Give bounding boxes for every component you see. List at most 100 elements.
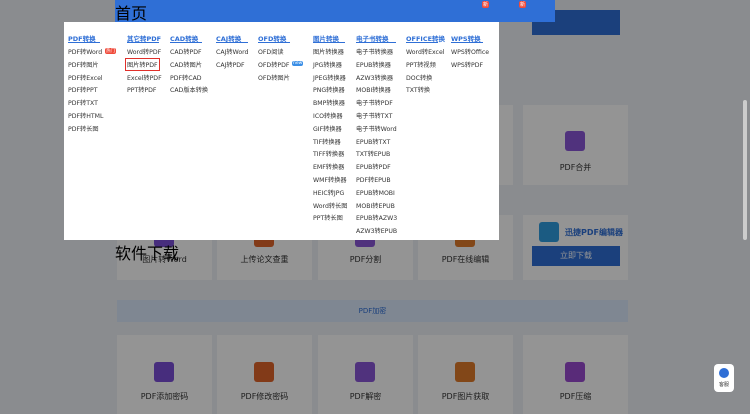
menu-item[interactable]: MOBI转换器 [356, 87, 391, 95]
menu-item[interactable]: EMF转换器 [313, 164, 345, 172]
menu-item[interactable]: TXT转EPUB [356, 151, 391, 159]
menu-item[interactable]: PDF转TXT [68, 100, 98, 108]
menu-item[interactable]: TIF转换器 [313, 138, 341, 146]
menu-underline [170, 42, 202, 43]
card[interactable]: PDF压缩 [523, 335, 628, 414]
menu-item[interactable]: PDF转长图 [68, 125, 99, 133]
menu-item[interactable]: 图片转换器 [313, 49, 344, 56]
card-label: 上传论文查重 [240, 255, 289, 264]
menu-item[interactable]: EPUB转PDF [356, 164, 391, 172]
menu-item[interactable]: WMF转换器 [313, 177, 347, 184]
menu-item[interactable]: PNG转换器 [313, 87, 345, 95]
card-label: PDF分割 [349, 255, 382, 264]
menu-item[interactable]: CAJ转PDF [216, 61, 245, 69]
menu-item[interactable]: PDF转Excel [68, 74, 103, 82]
menu-column-title: OFD转换 [258, 35, 287, 43]
card[interactable]: PDF修改密码 [217, 335, 312, 414]
card-label: PDF合并 [559, 163, 592, 172]
menu-item[interactable]: 图片转PDF [125, 57, 160, 71]
menu-item[interactable]: TXT转换 [406, 87, 431, 95]
menu-item[interactable]: PDF转PPT [68, 87, 98, 95]
menu-item[interactable]: EPUB转换器 [356, 61, 391, 69]
menu-item[interactable]: GIF转换器 [313, 125, 342, 133]
scrollbar[interactable] [743, 100, 747, 240]
hot-badge: 热门 [105, 48, 116, 54]
menu-item[interactable]: JPEG转换器 [313, 74, 346, 82]
menu-item[interactable]: AZW3转EPUB [356, 228, 398, 236]
menu-item[interactable]: ICO转换器 [313, 113, 343, 120]
download-button[interactable]: 立即下载 [532, 246, 620, 266]
icon [355, 362, 375, 382]
menu-item[interactable]: HEIC转JPG [313, 189, 345, 197]
menu-item[interactable]: PPT转长图 [313, 215, 343, 223]
menu-column-title: 电子书转换 [356, 35, 389, 43]
menu-underline [451, 42, 483, 43]
menu-item[interactable]: PPT转视频 [406, 61, 436, 69]
menu-item[interactable]: EPUB转AZW3 [356, 215, 398, 223]
service-label: 客服 [718, 382, 729, 388]
icon [539, 222, 559, 242]
menu-item[interactable]: OFD转PDF [258, 61, 290, 69]
menu-item[interactable]: CAJ转Word [216, 49, 249, 56]
menu-item[interactable]: PDF转HTML [68, 113, 104, 120]
card-label: PDF修改密码 [240, 392, 289, 401]
menu-item[interactable]: PDF转图片 [68, 61, 99, 69]
icon [565, 362, 585, 382]
menu-item[interactable]: BMP转换器 [313, 100, 345, 108]
nav-badge: 新 [519, 1, 527, 8]
menu-item[interactable]: EPUB转MOBI [356, 189, 395, 197]
menu-item[interactable]: MOBI转EPUB [356, 202, 395, 210]
menu-item[interactable]: CAD版本转换 [170, 87, 209, 95]
menu-column-title: WPS转换 [451, 35, 481, 43]
menu-item[interactable]: AZW3转换器 [356, 74, 394, 82]
menu-item[interactable]: PDF转EPUB [356, 177, 391, 184]
menu-underline [406, 42, 438, 43]
card-label: 图片转Word [142, 255, 187, 264]
menu-item[interactable]: Word转长图 [313, 202, 348, 210]
menu-item[interactable]: 电子书转PDF [356, 100, 393, 108]
card[interactable]: PDF添加密码 [117, 335, 212, 414]
menu-underline [258, 42, 290, 43]
card[interactable]: PDF解密 [318, 335, 413, 414]
menu-item[interactable]: Word转PDF [127, 49, 162, 56]
menu-item[interactable]: PDF转Word [68, 49, 103, 56]
menu-item[interactable]: EPUB转TXT [356, 138, 391, 146]
menu-item[interactable]: WPS转Office [451, 49, 490, 56]
service-widget[interactable]: 客服 [714, 364, 734, 392]
menu-item[interactable]: CAD转PDF [170, 49, 202, 56]
menu-item[interactable]: 电子书转Word [356, 125, 397, 133]
menu-item[interactable]: CAD转图片 [170, 61, 202, 69]
menu-item[interactable]: DOC转换 [406, 74, 433, 82]
card[interactable]: PDF图片获取 [418, 335, 513, 414]
editor-card: 迅捷PDF编辑器 立即下载 [523, 215, 628, 280]
menu-column-title: CAD转换 [170, 35, 199, 43]
menu-item[interactable]: PDF转CAD [170, 74, 202, 82]
nav-item[interactable]: 软件下载 [115, 244, 180, 263]
new-badge: new [292, 61, 304, 66]
icon [154, 362, 174, 382]
nav-item[interactable]: 首页 [115, 4, 148, 23]
menu-item[interactable]: PPT转PDF [127, 87, 157, 95]
menu-underline [313, 42, 345, 43]
menu-underline [127, 42, 159, 43]
menu-item[interactable]: JPG转换器 [313, 61, 342, 69]
menu-underline [356, 42, 396, 43]
menu-item[interactable]: 电子书转换器 [356, 49, 394, 56]
menu-item[interactable]: OFD转图片 [258, 74, 290, 82]
card-label: PDF在线编辑 [441, 255, 490, 264]
card-label: PDF添加密码 [140, 392, 189, 401]
nav-bar: 首页文档转换 ▲文档处理 ▼文档在线翻译 ▼语音识别 ▼图片文字识别 ▼音视频转… [115, 0, 555, 263]
card: PDF合并 [523, 105, 628, 185]
nav-badge: 新 [482, 1, 490, 8]
card-label: PDF解密 [349, 392, 382, 401]
menu-column-title: CAJ转换 [216, 35, 242, 43]
icon [254, 362, 274, 382]
menu-item[interactable]: TIFF转换器 [313, 151, 345, 159]
menu-underline [216, 42, 248, 43]
menu-item[interactable]: 电子书转TXT [356, 113, 393, 120]
menu-item[interactable]: Word转Excel [406, 49, 445, 56]
menu-item[interactable]: WPS转PDF [451, 61, 484, 69]
menu-item[interactable]: Excel转PDF [127, 74, 162, 82]
menu-item[interactable]: OFD阅读 [258, 49, 284, 56]
